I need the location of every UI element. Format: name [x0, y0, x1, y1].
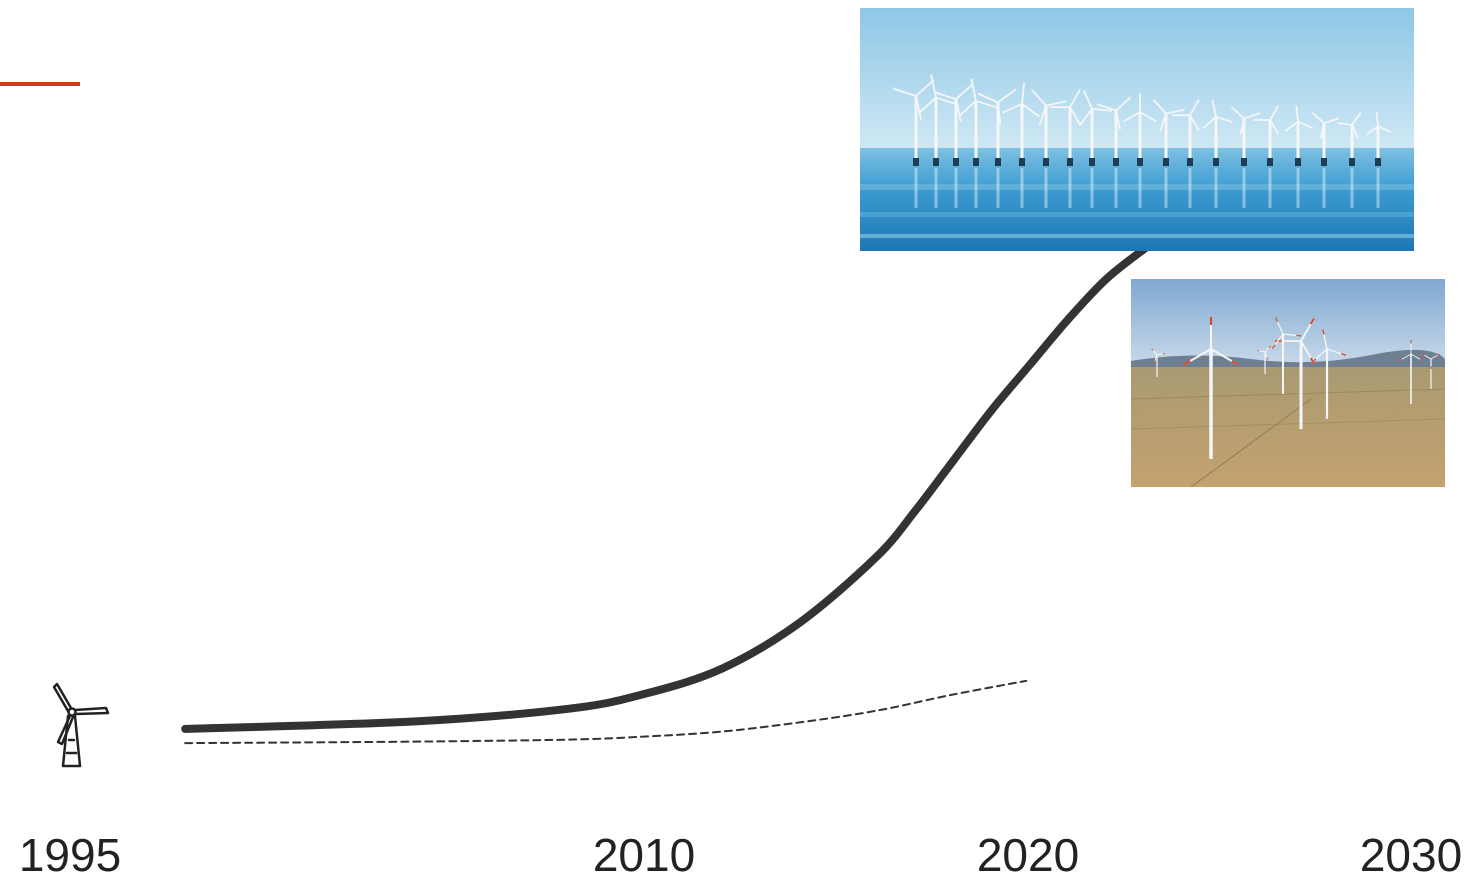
wind-turbine-icon	[52, 682, 110, 768]
onshore-wind-farm-photo	[1131, 279, 1445, 487]
x-tick-label: 2010	[593, 829, 695, 877]
x-tick-label: 2020	[977, 829, 1079, 877]
x-axis-ticks: 1995 2010 2020 2030	[19, 829, 1462, 877]
series-layer	[181, 244, 1150, 745]
x-tick-label: 2030	[1360, 829, 1462, 877]
x-tick-label: 1995	[19, 829, 121, 877]
series-line-solid	[181, 244, 1150, 733]
offshore-wind-farm-photo	[860, 8, 1414, 251]
series-line-dashed	[184, 679, 1028, 745]
